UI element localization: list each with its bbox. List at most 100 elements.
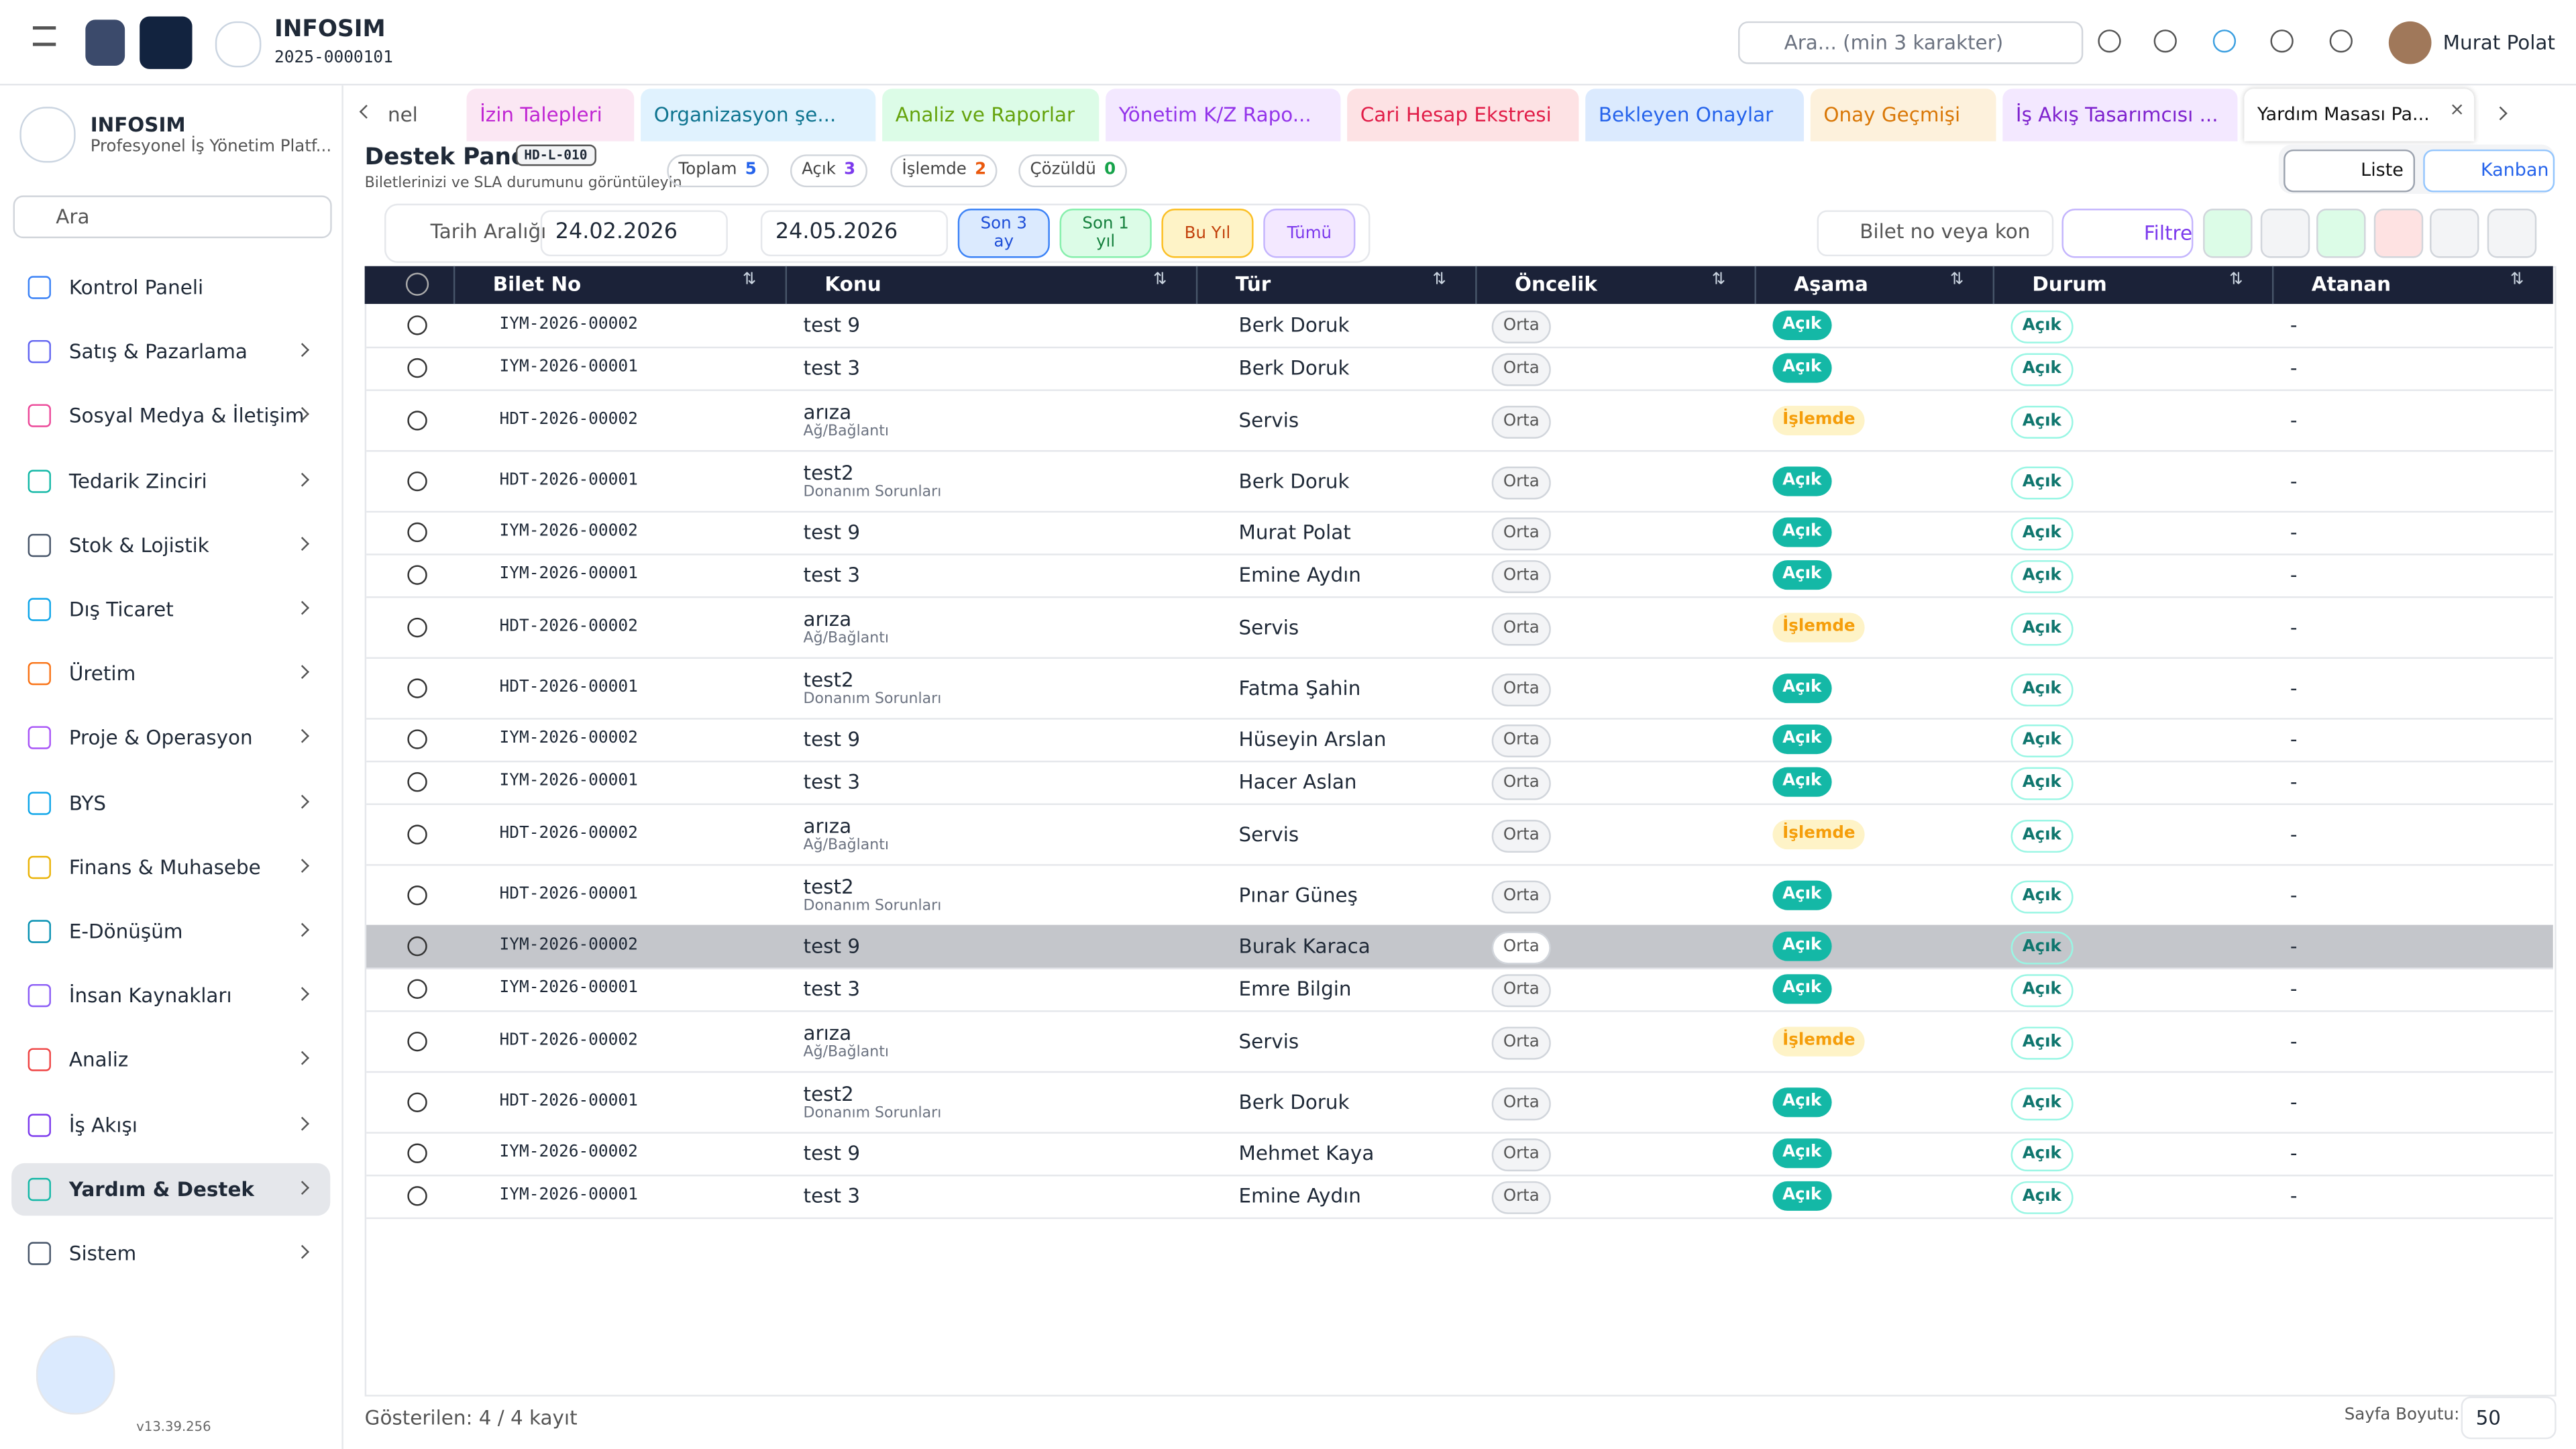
row-select[interactable] [407,470,427,491]
row-select[interactable] [407,522,427,543]
header-icon[interactable] [2212,30,2237,53]
table-row[interactable] [366,1071,2553,1134]
tab-label[interactable]: Yardım Masası Pa... [2257,103,2430,125]
sidebar-item[interactable]: Dış Ticaret [68,598,174,621]
toolbar-button[interactable] [2316,209,2366,258]
sidebar-item[interactable]: Stok & Lojistik [68,533,209,557]
tab-label[interactable]: Organizasyon şe... [653,103,837,127]
header-icon[interactable] [2270,30,2294,53]
sidebar-item[interactable]: BYS [68,791,107,814]
filter-button[interactable]: Filtre [2061,209,2194,258]
row-select[interactable] [407,616,427,637]
tab-label[interactable]: İş Akış Tasarımcısı ... [2015,103,2218,127]
tab[interactable]: Cari Hesap Ekstresi [1347,89,1579,142]
select-all[interactable] [405,272,429,296]
header-icon[interactable] [2329,30,2353,53]
tab-label[interactable]: Analiz ve Raporlar [895,103,1075,127]
preset-label[interactable]: Tümü [1287,224,1332,243]
row-select[interactable] [407,936,427,957]
tab[interactable]: Analiz ve Raporlar [882,89,1099,142]
user-avatar[interactable] [2388,21,2432,64]
sort-icon[interactable]: ⇅ [1711,271,1726,290]
row-select[interactable] [407,772,427,792]
table-row[interactable] [366,450,2553,513]
tab-next[interactable] [2493,106,2508,121]
table-row[interactable] [366,864,2553,927]
view-label[interactable]: Liste [2361,159,2404,181]
sidebar-item[interactable]: Finans & Muhasebe [68,855,261,879]
preset-button[interactable]: Tümü [1263,209,1356,258]
row-select[interactable] [407,1030,427,1051]
sort-icon[interactable]: ⇅ [1153,271,1167,290]
column-header[interactable]: Durum [2032,272,2107,296]
tab-label[interactable]: Cari Hesap Ekstresi [1360,103,1552,127]
table-row[interactable] [366,347,2553,391]
row-select[interactable] [407,884,427,905]
table-row[interactable] [366,553,2553,598]
table-row[interactable] [366,1175,2553,1220]
table-row[interactable] [366,967,2553,1012]
sort-icon[interactable]: ⇅ [1949,271,1964,290]
toolbar-button[interactable] [2373,209,2423,258]
view-label[interactable]: Kanban [2480,159,2549,181]
sidebar-item[interactable]: Analiz [68,1049,129,1072]
row-select[interactable] [407,1091,427,1112]
table-row[interactable] [366,304,2553,349]
sidebar-item[interactable]: Satış & Pazarlama [68,340,248,364]
sidebar-item[interactable]: E-Dönüşüm [68,920,183,943]
column-header[interactable]: Aşama [1794,272,1868,296]
date-start-box[interactable] [540,210,728,257]
row-select[interactable] [407,678,427,698]
tab[interactable]: nel [381,89,460,142]
tab[interactable]: İzin Talepleri [466,89,635,142]
row-select[interactable] [407,1186,427,1206]
sort-icon[interactable]: ⇅ [1432,271,1447,290]
table-row[interactable] [366,761,2553,805]
row-select[interactable] [407,315,427,335]
preset-button[interactable]: Son 1 yıl [1059,209,1152,258]
sidebar-item[interactable]: Sistem [68,1242,137,1265]
tab-prev[interactable] [359,105,374,119]
preset-button[interactable]: Son 3 ay [957,209,1050,258]
column-header[interactable]: Konu [824,272,881,296]
toolbar-button[interactable] [2430,209,2479,258]
tab-label[interactable]: İzin Talepleri [480,103,602,127]
preset-label[interactable]: Son 3 ay [980,215,1028,252]
row-select[interactable] [407,565,427,585]
sidebar-item[interactable]: Kontrol Paneli [68,276,204,299]
table-row[interactable] [366,511,2553,555]
column-header[interactable]: Bilet No [492,272,582,296]
sidebar-item[interactable]: Tedarik Zinciri [68,469,207,492]
column-header[interactable]: Öncelik [1514,272,1597,296]
sidebar-item[interactable]: İş Akışı [68,1113,138,1136]
header-icon[interactable] [2153,30,2177,53]
table-row[interactable] [366,1132,2553,1177]
column-header[interactable]: Tür [1235,272,1271,296]
tab[interactable]: Organizasyon şe... [641,89,876,142]
page-size-select[interactable] [2461,1396,2557,1440]
sort-icon[interactable]: ⇅ [2229,271,2243,290]
ticket-search[interactable] [1817,210,2054,257]
preset-label[interactable]: Bu Yıl [1184,224,1231,243]
sort-icon[interactable]: ⇅ [742,271,757,290]
sidebar-item[interactable]: Proje & Operasyon [68,727,253,750]
row-select[interactable] [407,729,427,749]
tab-label[interactable]: Bekleyen Onaylar [1598,103,1774,127]
tab-label[interactable]: Yönetim K/Z Rapo... [1118,103,1311,127]
menu-button[interactable] [32,26,56,46]
toolbar-button[interactable] [2203,209,2253,258]
toolbar-button[interactable] [2259,209,2310,258]
view-button[interactable]: Kanban [2423,149,2555,193]
row-select[interactable] [407,358,427,378]
table-row[interactable] [366,657,2553,720]
preset-button[interactable]: Bu Yıl [1161,209,1254,258]
sidebar-item[interactable]: İnsan Kaynakları [68,984,232,1008]
column-header[interactable]: Atanan [2311,272,2392,296]
table-row[interactable] [366,596,2553,659]
sidebar-item[interactable]: Sosyal Medya & İletişim [68,405,305,428]
view-button[interactable]: Liste [2284,149,2415,193]
row-select[interactable] [407,979,427,999]
assistant-avatar[interactable] [36,1336,115,1415]
toolbar-button[interactable] [2486,209,2536,258]
sidebar-search[interactable] [13,195,332,239]
